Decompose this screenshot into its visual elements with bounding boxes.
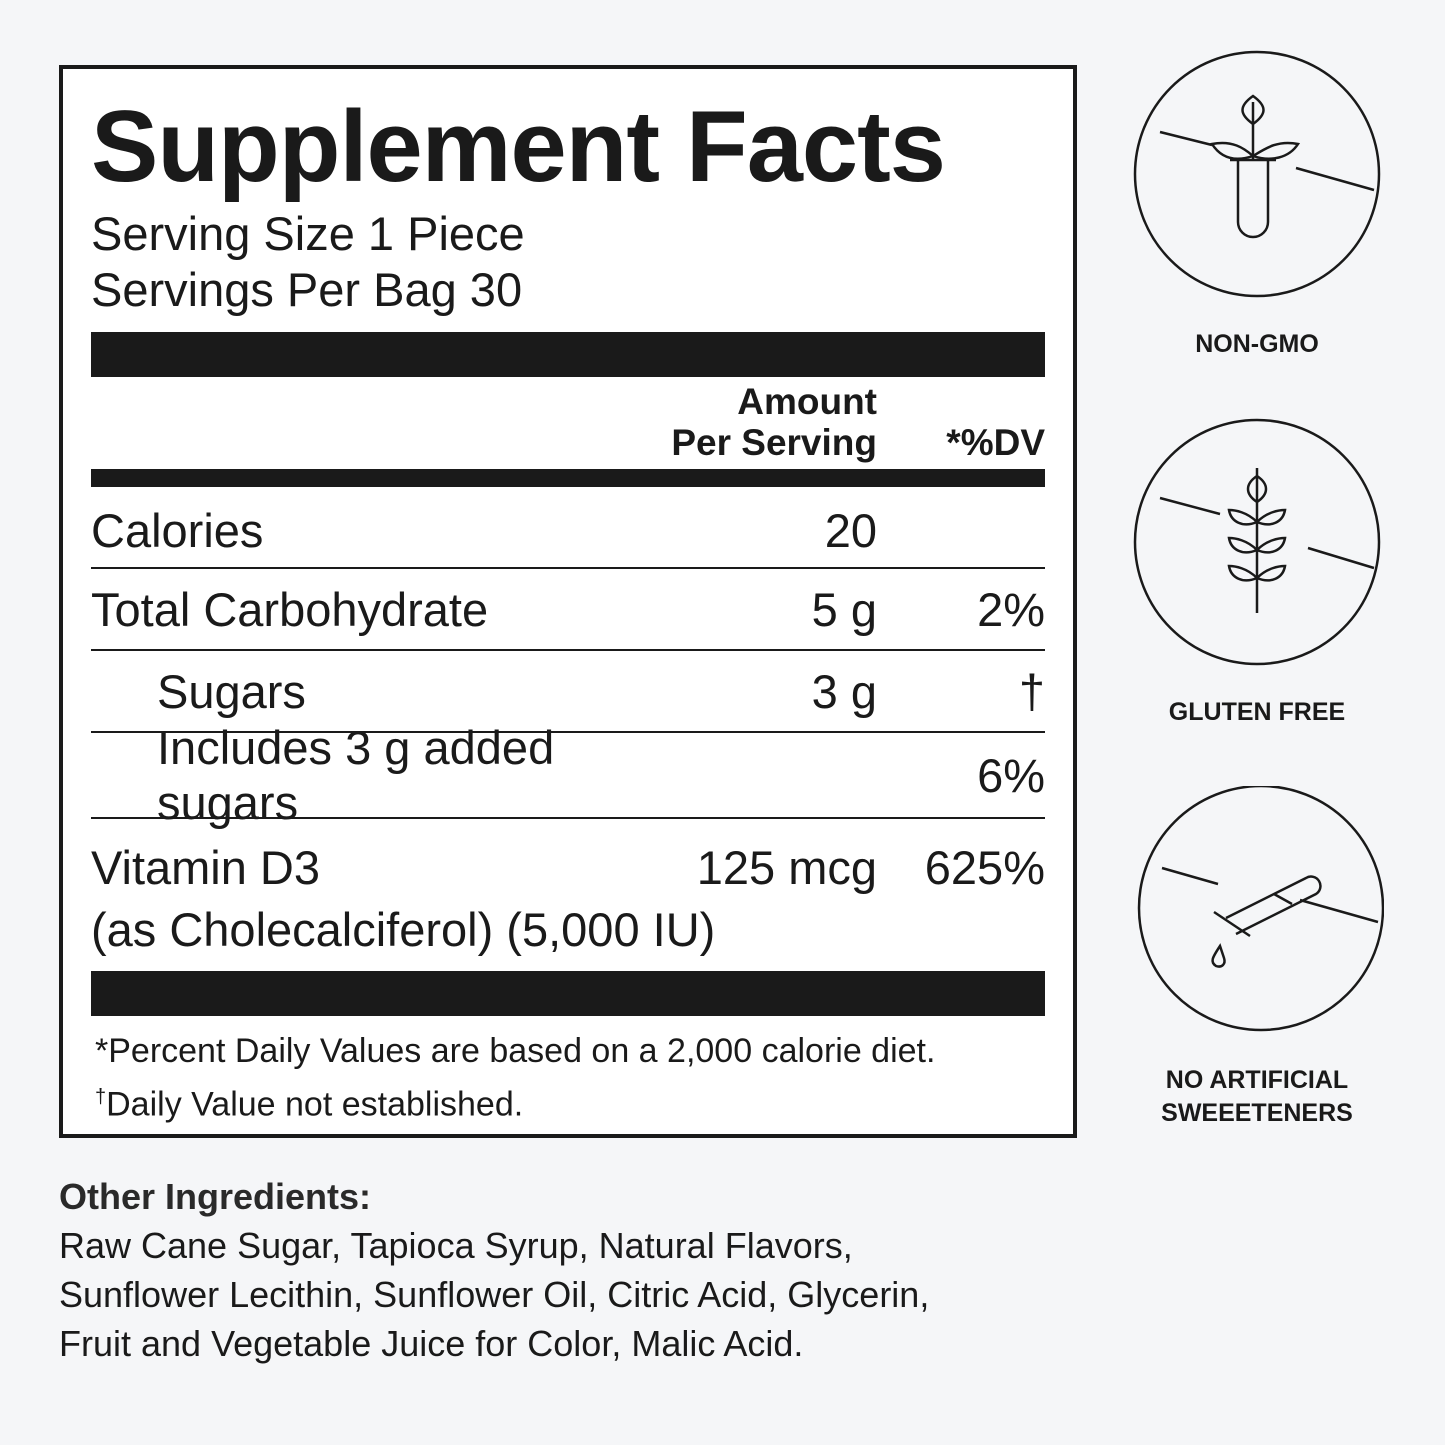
ingredients-line: Fruit and Vegetable Juice for Color, Mal… xyxy=(59,1323,804,1364)
badge-label: NO ARTIFICIAL SWEEETENERS xyxy=(1130,1064,1384,1130)
nutrient-dv: 625% xyxy=(924,841,1045,894)
ingredients-line: Sunflower Lecithin, Sunflower Oil, Citri… xyxy=(59,1274,930,1315)
nutrient-name: Total Carbohydrate xyxy=(91,582,489,636)
nutrient-amount: 5 g xyxy=(811,582,877,636)
nutrient-row: Calories 20 xyxy=(91,487,1045,569)
nutrient-row-vitamin-d3: Vitamin D3 125 mcg 625% (as Cholecalcife… xyxy=(91,819,1045,967)
nutrient-name: Vitamin D3 xyxy=(91,841,321,894)
badge-no-artificial-sweeteners: NO ARTIFICIAL SWEEETENERS xyxy=(1130,786,1384,1130)
badge-label: GLUTEN FREE xyxy=(1168,698,1346,726)
divider-thick xyxy=(91,971,1045,1016)
divider-medium xyxy=(91,469,1045,487)
nutrient-dv: † xyxy=(1018,664,1045,718)
nutrient-amount: 125 mcg xyxy=(696,841,877,894)
nutrient-name: Calories xyxy=(91,503,264,557)
nutrient-amount: 3 g xyxy=(811,664,877,718)
badge-label-line: NO ARTIFICIAL xyxy=(1165,1066,1349,1094)
divider-thick xyxy=(91,332,1045,377)
badge-label-line: SWEEETENERS xyxy=(1161,1099,1353,1127)
nutrient-row: Sugars 3 g † xyxy=(91,651,1045,733)
nutrient-amount: 20 xyxy=(824,503,877,557)
nutrient-source: (as Cholecalciferol) (5,000 IU) xyxy=(91,903,716,956)
supplement-facts-panel: Supplement Facts Serving Size 1 Piece Se… xyxy=(59,65,1077,1138)
footnote-dv: *Percent Daily Values are based on a 2,0… xyxy=(95,1032,936,1070)
nutrient-row: Total Carbohydrate 5 g 2% xyxy=(91,569,1045,651)
badge-label: NON-GMO xyxy=(1195,330,1319,358)
wheat-icon xyxy=(1133,418,1381,666)
header-dv: *%DV xyxy=(946,422,1045,463)
footnote-dagger: Daily Value not established. xyxy=(106,1085,524,1124)
ingredients-line: Raw Cane Sugar, Tapioca Syrup, Natural F… xyxy=(59,1225,853,1266)
dropper-icon xyxy=(1137,786,1384,1032)
nutrient-row: Includes 3 g added sugars 6% xyxy=(91,721,1045,829)
non-gmo-plant-icon xyxy=(1133,50,1381,298)
nutrient-name: Includes 3 g added sugars xyxy=(157,721,555,829)
header-amount: Amount xyxy=(737,381,877,422)
servings-per-container: Servings Per Bag 30 xyxy=(91,263,523,316)
dagger-mark: † xyxy=(95,1086,107,1108)
header-per-serving: Per Serving xyxy=(671,422,877,463)
column-header: Amount Per Serving *%DV xyxy=(91,377,1045,463)
footnotes: *Percent Daily Values are based on a 2,0… xyxy=(91,1028,1045,1127)
panel-title: Supplement Facts xyxy=(91,91,946,203)
other-ingredients: Other Ingredients: Raw Cane Sugar, Tapio… xyxy=(59,1172,929,1368)
nutrient-dv: 6% xyxy=(977,748,1045,802)
nutrient-name: Sugars xyxy=(157,664,306,718)
nutrient-dv: 2% xyxy=(977,582,1045,636)
badge-non-gmo: NON-GMO xyxy=(1130,50,1384,361)
serving-size: Serving Size 1 Piece xyxy=(91,207,525,260)
other-ingredients-heading: Other Ingredients: xyxy=(59,1176,372,1217)
badge-gluten-free: GLUTEN FREE xyxy=(1130,418,1384,729)
